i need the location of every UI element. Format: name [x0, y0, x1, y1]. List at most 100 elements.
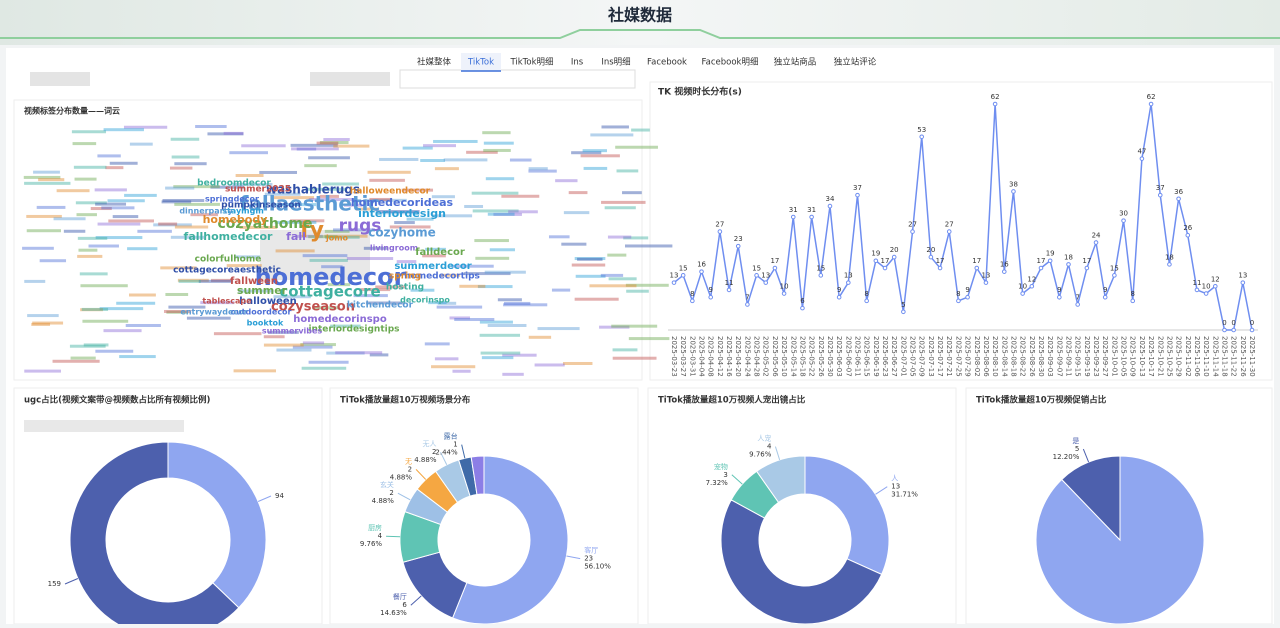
slice: [167, 441, 267, 609]
data-label: 8: [956, 290, 960, 298]
wordcloud-texture: [365, 301, 405, 305]
wordcloud-texture: [308, 156, 350, 160]
point: [992, 101, 998, 107]
point: [1047, 258, 1053, 264]
tab[interactable]: Ins: [571, 58, 584, 68]
wordcloud-texture: [423, 144, 456, 148]
wordcloud-texture: [80, 308, 103, 312]
point: [708, 294, 713, 300]
wordcloud-texture: [272, 196, 315, 200]
tab[interactable]: TikTok明细: [509, 57, 553, 68]
wordcloud-texture: [601, 125, 629, 129]
x-tick-label: 2025-03-27: [679, 336, 687, 377]
word: entrywaydecor: [180, 308, 247, 317]
data-label: 15: [679, 264, 688, 272]
wordcloud-texture: [273, 295, 311, 299]
word: falldecor: [415, 247, 465, 258]
point: [1222, 327, 1227, 333]
word: interiordesign: [358, 207, 446, 220]
wordcloud-texture: [195, 125, 227, 129]
x-tick-label: 2025-10-05: [1120, 336, 1128, 377]
point: [919, 134, 925, 140]
point: [1093, 240, 1099, 245]
wordcloud-texture: [363, 246, 388, 250]
wordcloud-texture: [22, 246, 54, 250]
wordcloud-texture: [226, 264, 262, 268]
wordcloud-texture: [77, 254, 103, 258]
tab[interactable]: Facebook: [647, 58, 687, 68]
wordcloud-texture: [599, 325, 630, 329]
wordcloud-texture: [528, 335, 552, 339]
word: cottagecoreaesthetic: [173, 266, 281, 276]
wordcloud-texture: [238, 289, 274, 293]
wordcloud-texture: [479, 333, 521, 337]
point: [1011, 189, 1016, 194]
x-tick-label: 2025-07-01: [899, 336, 907, 377]
data-label: 13: [670, 272, 679, 280]
wordcloud-texture: [568, 191, 588, 195]
point: [1157, 192, 1163, 198]
point: [790, 214, 796, 220]
wordcloud-texture: [401, 188, 434, 192]
word: stayingin: [222, 207, 264, 216]
label-line: [64, 578, 79, 585]
wordcloud-texture: [274, 220, 317, 224]
word: fallhomedecor: [184, 230, 273, 243]
data-label: 31: [789, 206, 798, 214]
wordcloud-texture: [626, 289, 649, 293]
x-tick-label: 2025-09-27: [1101, 336, 1109, 377]
wordcloud-texture: [582, 149, 607, 153]
wordcloud-texture: [26, 229, 61, 233]
tab[interactable]: 独立站商品: [774, 57, 817, 68]
wordcloud-texture: [302, 341, 325, 345]
data-label: 20: [926, 246, 935, 254]
word: bedroomdecor: [197, 179, 271, 189]
wordcloud-texture: [375, 285, 407, 289]
x-tick-label: 2025-04-12: [716, 336, 724, 377]
word: fy: [300, 218, 324, 243]
point: [1057, 294, 1062, 300]
data-label: 5: [901, 301, 905, 309]
x-tick-label: 2025-06-03: [835, 336, 843, 377]
wordcloud-texture: [24, 279, 46, 283]
tab[interactable]: 社媒整体: [417, 57, 452, 68]
wordcloud-texture: [493, 212, 522, 216]
tab[interactable]: TikTok: [467, 58, 494, 68]
date-input[interactable]: [399, 69, 636, 89]
tab[interactable]: Facebook明细: [702, 57, 759, 68]
wordcloud-texture: [571, 263, 606, 267]
wordcloud-texture: [75, 201, 107, 205]
wordcloud-texture: [508, 210, 538, 214]
data-label: 16: [1000, 261, 1009, 269]
tab[interactable]: 独立站评论: [834, 57, 877, 68]
wordcloud-texture: [369, 197, 393, 201]
label-line: [566, 555, 581, 560]
point: [1075, 302, 1080, 307]
wordcloud-texture: [612, 348, 638, 352]
word: fall: [286, 230, 306, 243]
header-line: [0, 29, 1280, 39]
wordcloud-texture: [394, 221, 415, 225]
wordcloud-texture: [364, 198, 407, 202]
wordcloud-texture: [177, 278, 209, 282]
data-label: 34: [826, 195, 835, 203]
wordcloud-texture: [466, 150, 498, 154]
slice-value: 13: [891, 483, 900, 491]
tab[interactable]: Ins明细: [601, 57, 630, 68]
wordcloud-texture: [239, 225, 278, 229]
word: summervibes: [262, 327, 323, 336]
x-tick-label: 2025-10-13: [1138, 336, 1146, 377]
wordcloud-texture: [431, 214, 473, 218]
wordcloud-texture: [611, 324, 658, 328]
word: summerdecor: [394, 261, 471, 272]
wordcloud-texture: [276, 348, 312, 352]
wordcloud-texture: [422, 254, 446, 258]
x-tick-label: 2025-10-09: [1129, 336, 1137, 377]
x-tick-label: 2025-08-06: [982, 336, 990, 377]
wordcloud-texture: [190, 213, 219, 217]
data-label: 23: [734, 235, 743, 243]
data-label: 17: [972, 257, 981, 265]
slice: [804, 455, 890, 576]
wordcloud-texture: [164, 309, 192, 313]
